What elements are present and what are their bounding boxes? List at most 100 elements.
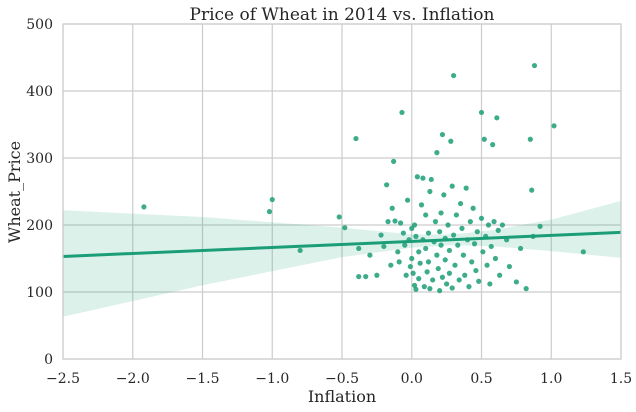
data-points: [141, 62, 586, 294]
data-point: [434, 150, 440, 156]
data-point: [449, 183, 455, 189]
data-point: [297, 247, 303, 254]
data-point: [478, 109, 485, 116]
y-tick-label: 400: [26, 84, 53, 100]
data-point: [487, 281, 493, 287]
data-point: [141, 204, 147, 210]
data-point: [356, 245, 362, 252]
data-point: [438, 210, 444, 216]
data-point: [490, 142, 496, 148]
data-point: [446, 247, 453, 254]
data-point: [455, 242, 461, 248]
data-point: [462, 272, 468, 278]
data-point: [424, 269, 430, 275]
data-point: [523, 286, 529, 292]
x-tick-label: −0.5: [325, 371, 359, 387]
data-point: [420, 175, 426, 181]
data-point: [430, 277, 436, 283]
data-point: [480, 249, 486, 255]
data-point: [416, 276, 422, 282]
data-point: [467, 219, 473, 225]
data-point: [400, 230, 406, 236]
data-point: [460, 252, 466, 258]
data-point: [384, 182, 390, 188]
data-point: [451, 72, 457, 79]
data-point: [527, 136, 533, 142]
y-tick-label: 500: [26, 17, 53, 33]
y-tick-labels: 0 100 200 300 400 500: [26, 17, 53, 368]
data-point: [478, 215, 485, 221]
data-point: [434, 252, 440, 258]
y-tick-label: 0: [44, 352, 53, 368]
data-point: [469, 259, 475, 265]
data-point: [506, 263, 512, 270]
data-point: [356, 273, 362, 280]
data-point: [476, 278, 482, 284]
x-tick-label: 0.0: [401, 371, 423, 387]
x-tick-label: −1.0: [255, 371, 289, 387]
data-point: [388, 262, 394, 268]
data-point: [492, 255, 499, 262]
data-point: [410, 270, 416, 276]
x-tick-label: 1.5: [610, 371, 632, 387]
data-point: [396, 259, 402, 265]
x-tick-label: 1.0: [540, 371, 562, 387]
data-point: [266, 209, 273, 215]
data-point: [392, 218, 398, 224]
data-point: [517, 245, 524, 252]
data-point: [448, 138, 454, 144]
x-tick-label: −2.0: [116, 371, 150, 387]
data-point: [413, 286, 419, 292]
data-point: [471, 241, 478, 247]
data-point: [353, 135, 359, 142]
data-point: [491, 219, 497, 225]
data-point: [451, 232, 457, 238]
data-point: [428, 176, 434, 183]
data-point: [411, 282, 418, 288]
data-point: [488, 243, 494, 250]
data-point: [432, 219, 439, 225]
data-point: [453, 212, 459, 218]
data-point: [269, 196, 275, 203]
data-point: [456, 277, 462, 283]
data-point: [397, 220, 404, 226]
data-point: [444, 281, 450, 287]
data-point: [427, 286, 433, 292]
data-point: [470, 205, 476, 211]
y-tick-label: 300: [26, 151, 53, 167]
data-point: [445, 222, 451, 228]
regression-line: [62, 230, 622, 258]
chart-title: Price of Wheat in 2014 vs. Inflation: [190, 5, 495, 25]
y-axis-label: Wheat_Price: [5, 141, 24, 243]
data-point: [403, 272, 409, 278]
data-point: [367, 252, 373, 258]
plot-frame: [62, 23, 622, 360]
data-point: [446, 270, 453, 276]
x-axis-label: Inflation: [308, 387, 376, 406]
data-point: [427, 188, 433, 195]
data-point: [389, 205, 395, 211]
data-point: [423, 245, 429, 252]
x-tick-label: 0.5: [470, 371, 492, 387]
data-point: [385, 219, 391, 225]
data-point: [531, 62, 538, 69]
data-point: [417, 260, 423, 266]
data-point: [441, 192, 447, 198]
data-point: [497, 272, 503, 278]
data-point: [407, 263, 413, 270]
data-point: [463, 185, 469, 191]
data-point: [452, 262, 458, 268]
data-point: [413, 233, 419, 239]
data-point: [414, 174, 420, 180]
data-point: [485, 222, 492, 228]
data-point: [418, 202, 425, 208]
data-point: [439, 274, 446, 280]
data-point: [435, 265, 441, 272]
data-point: [495, 227, 501, 233]
data-point: [494, 115, 500, 121]
data-point: [391, 158, 397, 164]
data-point: [423, 212, 429, 218]
data-point: [381, 243, 387, 250]
data-point: [437, 229, 443, 235]
